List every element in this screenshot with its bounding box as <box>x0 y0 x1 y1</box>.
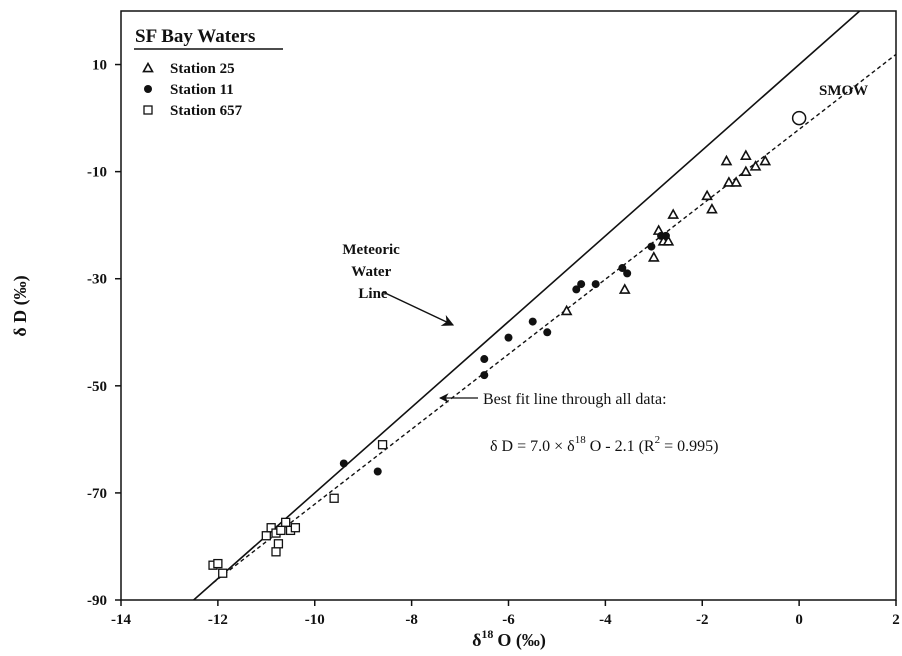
mwl-label-line-3: Line <box>358 286 388 302</box>
station-11-point <box>339 459 348 468</box>
legend-label-station-657: Station 657 <box>170 103 243 119</box>
station-25-point <box>701 189 713 201</box>
station-11-point <box>577 280 586 289</box>
legend-marker-station-11 <box>144 85 152 93</box>
mwl-label-line-2: Water <box>351 264 391 280</box>
station-11-point <box>661 231 670 240</box>
x-tick-label: -14 <box>111 612 131 628</box>
station-25-point <box>720 154 733 166</box>
station-657-point <box>290 523 301 533</box>
x-tick-label: -6 <box>502 612 515 628</box>
mwl-arrow <box>382 291 455 326</box>
y-tick-label: -30 <box>87 272 107 288</box>
station-25-point <box>667 208 680 219</box>
station-11-point <box>591 280 600 289</box>
station-25-point <box>618 283 631 294</box>
legend-marker-station-657 <box>143 105 153 115</box>
x-tick-label: -2 <box>696 612 709 628</box>
equation-rest: O - 2.1 <box>586 438 635 455</box>
fit-lines <box>193 11 896 600</box>
x-axis-label-pre: δ <box>472 630 481 650</box>
station-11-point <box>504 333 513 342</box>
station-11-point <box>623 269 632 278</box>
station-11-point <box>647 242 656 251</box>
station-11-point <box>572 285 581 294</box>
station-25-point <box>749 160 762 171</box>
station-11-point <box>618 264 627 273</box>
station-25-point <box>739 149 752 160</box>
station-11-point <box>543 328 552 337</box>
x-axis-label: δ18 O (‰) <box>472 627 546 651</box>
station-25-point <box>560 304 573 316</box>
station-657-point <box>273 539 284 549</box>
equation-sup: 18 <box>575 434 587 446</box>
best-fit-line <box>212 53 896 584</box>
station-11-point <box>480 371 489 380</box>
x-axis-label-sup: 18 <box>481 627 493 641</box>
station-25-point <box>706 202 718 214</box>
equation: δ D = 7.0 × δ18 O - 2.1 (R2 = 0.995) <box>490 434 718 455</box>
equation-main: δ D = 7.0 × δ <box>490 438 575 455</box>
station-657-point <box>266 523 276 533</box>
station-657-point <box>261 531 271 541</box>
station-11-point <box>528 317 537 326</box>
y-tick-label: -50 <box>87 379 107 395</box>
x-tick-label: 2 <box>892 612 900 628</box>
station-657-point <box>377 440 388 450</box>
mwl-label-line-1: Meteoric <box>342 242 400 258</box>
axis-ticks: -14 -12 -10 -8 -6 -4 -2 0 2 -90 -70 -50 -30 -10 10 <box>87 58 900 628</box>
y-tick-label: -10 <box>87 165 107 181</box>
x-axis-label-post: O (‰) <box>497 630 546 651</box>
station-657-point <box>213 558 223 569</box>
station-11-point <box>480 355 489 364</box>
x-tick-label: -10 <box>305 612 325 628</box>
y-tick-label: -70 <box>87 486 107 502</box>
legend-marker-station-25 <box>142 61 154 73</box>
y-tick-label: 10 <box>92 58 107 74</box>
equation-r2-sup: 2 <box>655 434 661 446</box>
bestfit-label: Best fit line through all data: <box>483 391 667 408</box>
station-657-point <box>329 493 339 503</box>
x-tick-label: -12 <box>208 612 228 628</box>
station-657-point <box>281 517 291 528</box>
annotations: SMOW Meteoric Water Line Best fit line t… <box>342 83 868 455</box>
station-11-point <box>373 467 382 476</box>
x-tick-label: 0 <box>795 612 803 628</box>
station-25-point <box>730 176 743 187</box>
y-tick-label: -90 <box>87 593 107 609</box>
station-25-point <box>723 176 735 187</box>
meteoric-water-line <box>193 11 861 600</box>
y-axis-label: δ D (‰) <box>10 275 31 336</box>
equation-r2-post: = 0.995) <box>660 438 718 455</box>
data-points <box>208 110 807 578</box>
legend-label-station-25: Station 25 <box>170 61 235 77</box>
station-657-point <box>276 525 286 536</box>
station-25-point <box>739 165 752 177</box>
station-25-point <box>647 251 660 262</box>
legend-items: Station 25 Station 11 Station 657 <box>142 61 243 119</box>
legend-title: SF Bay Waters <box>135 26 255 47</box>
station-657-point <box>218 568 228 578</box>
x-tick-label: -4 <box>599 612 612 628</box>
station-657-point <box>271 547 281 557</box>
station-25-point <box>759 154 772 166</box>
station-25-point <box>662 235 675 246</box>
mwl-label: Meteoric Water Line <box>342 242 403 302</box>
smow-label: SMOW <box>819 83 868 99</box>
legend-label-station-11: Station 11 <box>170 82 234 98</box>
equation-r2-pre: (R <box>639 438 655 455</box>
plot-frame <box>120 10 897 601</box>
smow-point <box>791 110 807 126</box>
x-tick-label: -8 <box>405 612 418 628</box>
